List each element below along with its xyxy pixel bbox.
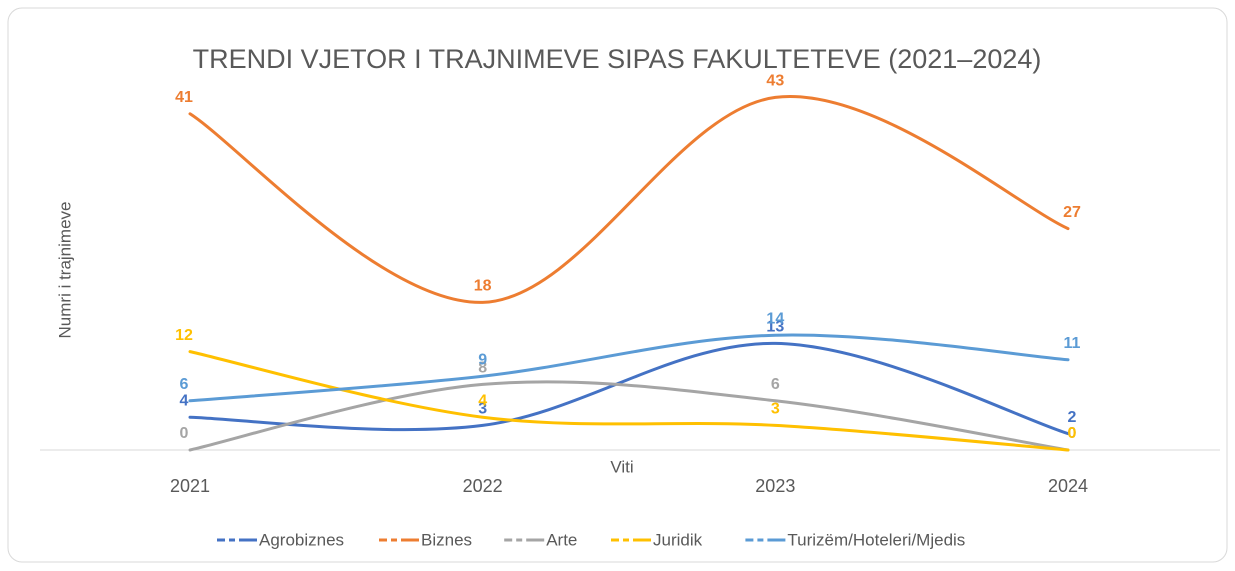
- data-label: 14: [766, 310, 784, 327]
- data-label: 2: [1068, 409, 1077, 426]
- legend-label: Arte: [546, 530, 577, 549]
- y-axis-label: Numri i trajnimeve: [55, 202, 74, 339]
- data-label: 43: [766, 73, 784, 90]
- data-label: 8: [478, 360, 487, 377]
- data-label: 3: [771, 401, 780, 418]
- line: [188, 380, 1070, 452]
- data-label: 9: [478, 351, 487, 368]
- data-label: 12: [175, 327, 193, 344]
- data-label: 0: [180, 425, 189, 442]
- data-label: 6: [771, 376, 780, 393]
- x-tick-label: 2023: [755, 476, 795, 496]
- line: [188, 341, 1070, 436]
- legend-label: Agrobiznes: [259, 530, 344, 549]
- data-label: 13: [766, 319, 784, 336]
- data-label: 18: [474, 278, 492, 295]
- legend-label: Biznes: [421, 530, 472, 549]
- data-label: 11: [1064, 335, 1081, 352]
- x-axis-label: Viti: [610, 457, 633, 476]
- data-label: 3: [478, 401, 487, 418]
- line: [188, 350, 1070, 452]
- x-tick-label: 2021: [170, 476, 210, 496]
- data-label: 4: [478, 392, 487, 409]
- chart-title: TRENDI VJETOR I TRAJNIMEVE SIPAS FAKULTE…: [192, 44, 1042, 74]
- data-label: 27: [1063, 204, 1081, 221]
- x-tick-label: 2022: [463, 476, 503, 496]
- legend-label: Turizëm/Hoteleri/Mjedis: [787, 530, 965, 549]
- data-label: 0: [1068, 425, 1077, 442]
- data-label: 6: [180, 376, 189, 393]
- x-tick-label: 2024: [1048, 476, 1088, 496]
- data-label: 4: [180, 392, 189, 409]
- data-label: 41: [175, 89, 193, 106]
- line: [188, 333, 1070, 403]
- data-label: 0: [1068, 425, 1077, 442]
- line: [188, 95, 1070, 304]
- legend-label: Juridik: [653, 530, 703, 549]
